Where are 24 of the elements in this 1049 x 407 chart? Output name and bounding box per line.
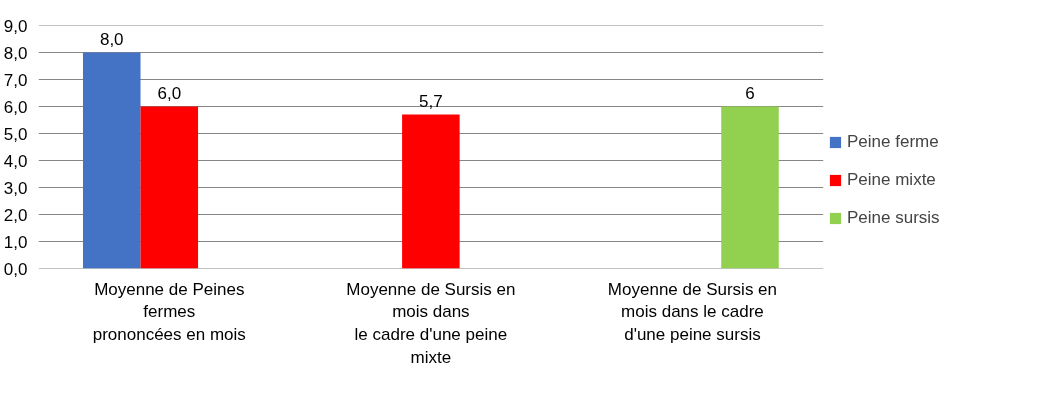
data-label: 6,0: [157, 83, 182, 103]
bar: [82, 52, 141, 269]
y-tick-label: 4,0: [3, 151, 28, 171]
data-label: 6: [745, 83, 755, 103]
y-tick-label: 1,0: [3, 232, 28, 252]
y-tick-label: 6,0: [3, 97, 28, 117]
y-tick-label: 3,0: [3, 178, 28, 198]
y-tick-label: 2,0: [3, 205, 28, 225]
bar: [140, 106, 199, 269]
x-tick-label: Moyenne de Sursis en mois dans le cadre d'une peine mixte: [346, 279, 516, 367]
y-tick-label: 7,0: [3, 70, 28, 90]
legend-label: Peine sursis: [847, 208, 940, 228]
legend-label: Peine ferme: [847, 132, 939, 152]
legend-label: Peine mixte: [847, 170, 936, 190]
bar: [402, 114, 460, 269]
y-tick-label: 8,0: [3, 43, 28, 63]
data-label: 8,0: [99, 29, 124, 49]
data-label: 5,7: [419, 91, 443, 111]
x-tick-label: Moyenne de Sursis en mois dans le cadre d'une peine sursis: [607, 279, 778, 345]
bar: [721, 106, 779, 269]
y-tick-label: 9,0: [3, 16, 28, 36]
x-tick-label: Moyenne de Peines fermes prononcées en mois: [92, 279, 246, 345]
y-tick-label: 0,0: [3, 259, 28, 279]
y-tick-label: 5,0: [3, 124, 28, 144]
